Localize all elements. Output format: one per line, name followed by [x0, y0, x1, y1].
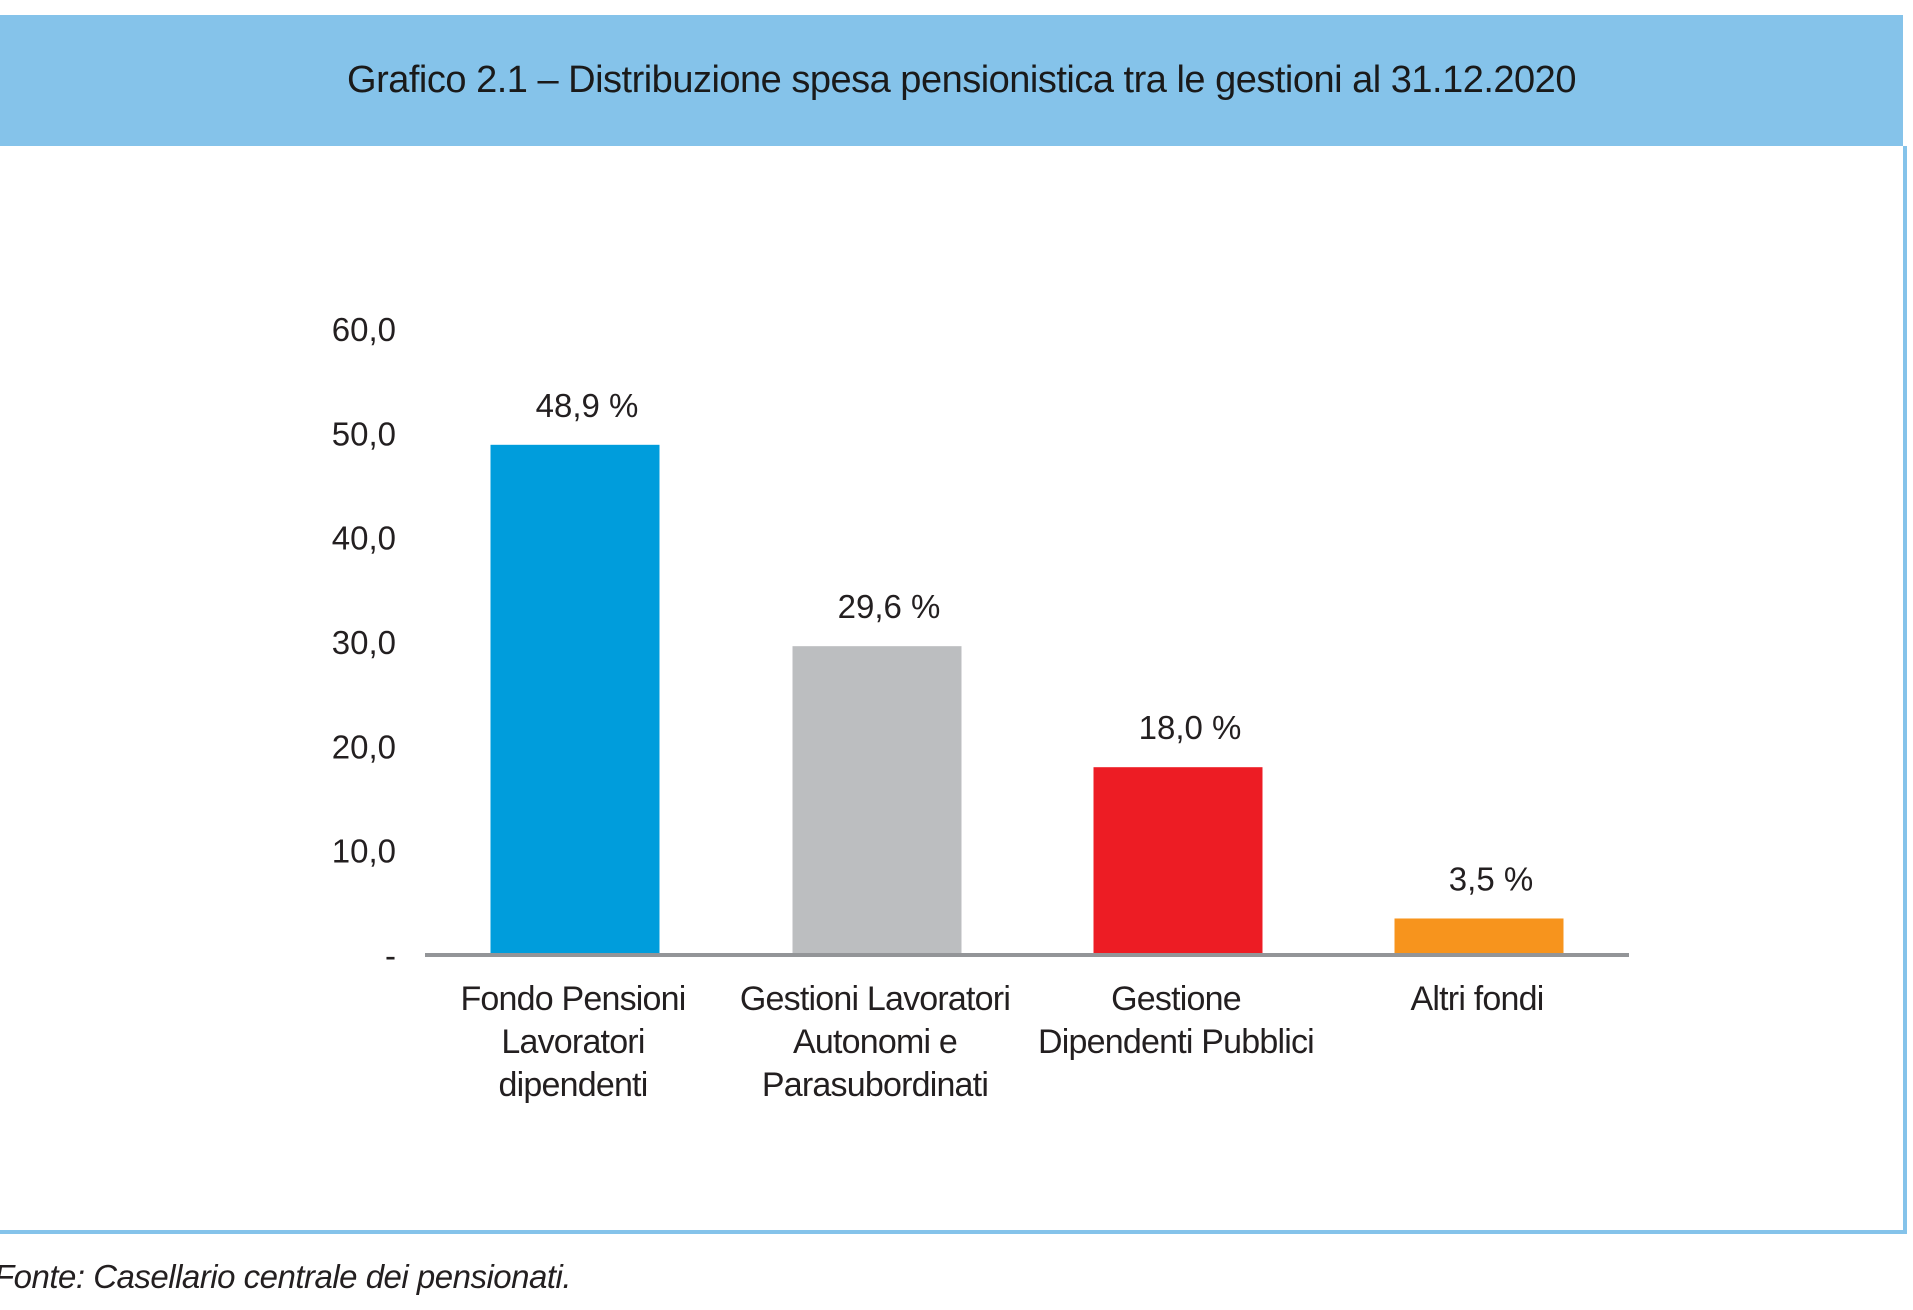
bar: [792, 646, 962, 955]
x-tick-label: Altri fondi: [1411, 980, 1544, 1018]
y-tick-label: 10,0: [332, 833, 396, 870]
x-tick-label: dipendenti: [499, 1066, 648, 1104]
bar: [490, 444, 660, 955]
y-tick-label: 20,0: [332, 728, 396, 765]
chart-title: Grafico 2.1 – Distribuzione spesa pensio…: [347, 59, 1576, 101]
y-tick-label: 40,0: [332, 520, 396, 557]
data-label: 48,9 %: [536, 387, 639, 424]
data-label: 3,5 %: [1449, 860, 1533, 897]
x-tick-label: Lavoratori: [501, 1023, 644, 1061]
data-label: 29,6 %: [838, 588, 941, 625]
data-label: 18,0 %: [1139, 709, 1242, 746]
chart-title-band: Grafico 2.1 – Distribuzione spesa pensio…: [0, 15, 1903, 146]
x-tick-label: Gestioni Lavoratori: [740, 980, 1010, 1018]
x-tick-label: Gestione: [1111, 980, 1241, 1018]
x-tick-label: Fondo Pensioni: [460, 980, 685, 1018]
source-note: Fonte: Casellario centrale dei pensionat…: [0, 1258, 572, 1295]
y-tick-label: 60,0: [332, 311, 396, 348]
y-tick-label: -: [385, 937, 396, 974]
bar: [1394, 918, 1564, 955]
x-tick-label: Dipendenti Pubblici: [1038, 1023, 1314, 1061]
x-tick-label: Parasubordinati: [762, 1066, 988, 1104]
bar: [1093, 767, 1263, 955]
chart-frame: [0, 146, 1907, 1234]
y-tick-label: 30,0: [332, 624, 396, 661]
y-tick-label: 50,0: [332, 415, 396, 452]
x-tick-label: Autonomi e: [793, 1023, 957, 1061]
